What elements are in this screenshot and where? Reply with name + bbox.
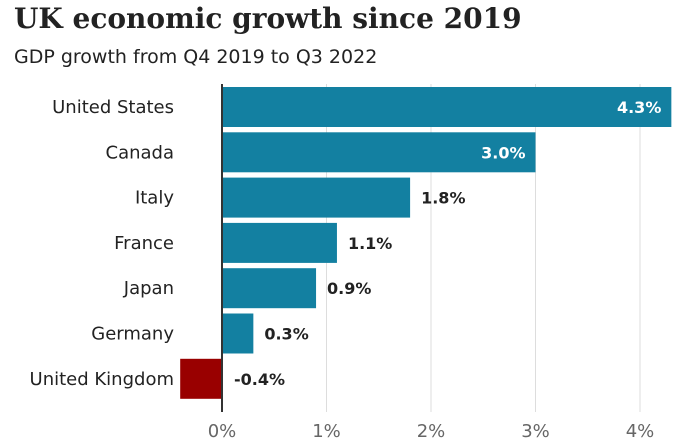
chart-subtitle: GDP growth from Q4 2019 to Q3 2022 bbox=[14, 46, 378, 68]
x-tick-label: 3% bbox=[521, 421, 550, 442]
x-tick-label: 0% bbox=[208, 421, 237, 442]
value-label: -0.4% bbox=[234, 370, 285, 389]
bar bbox=[180, 358, 222, 399]
bar bbox=[222, 177, 411, 218]
value-label: 3.0% bbox=[481, 143, 525, 162]
category-label: France bbox=[114, 233, 174, 254]
bar bbox=[222, 313, 254, 354]
value-label: 1.1% bbox=[348, 234, 392, 253]
bar bbox=[222, 87, 672, 127]
x-tick-label: 2% bbox=[417, 421, 446, 442]
category-label: United Kingdom bbox=[30, 369, 174, 390]
category-label: Canada bbox=[106, 142, 175, 163]
value-label: 4.3% bbox=[617, 98, 661, 117]
category-label: United States bbox=[52, 97, 174, 118]
value-label: 0.3% bbox=[264, 325, 308, 344]
category-label: Germany bbox=[91, 324, 174, 345]
bar bbox=[222, 268, 317, 309]
x-tick-label: 1% bbox=[312, 421, 341, 442]
bar bbox=[222, 222, 337, 263]
value-label: 1.8% bbox=[421, 189, 465, 208]
category-label: Italy bbox=[135, 188, 174, 209]
category-label: Japan bbox=[123, 278, 174, 299]
value-label: 0.9% bbox=[327, 279, 371, 298]
chart-title: UK economic growth since 2019 bbox=[14, 2, 522, 35]
x-tick-label: 4% bbox=[626, 421, 655, 442]
bar bbox=[222, 132, 536, 173]
